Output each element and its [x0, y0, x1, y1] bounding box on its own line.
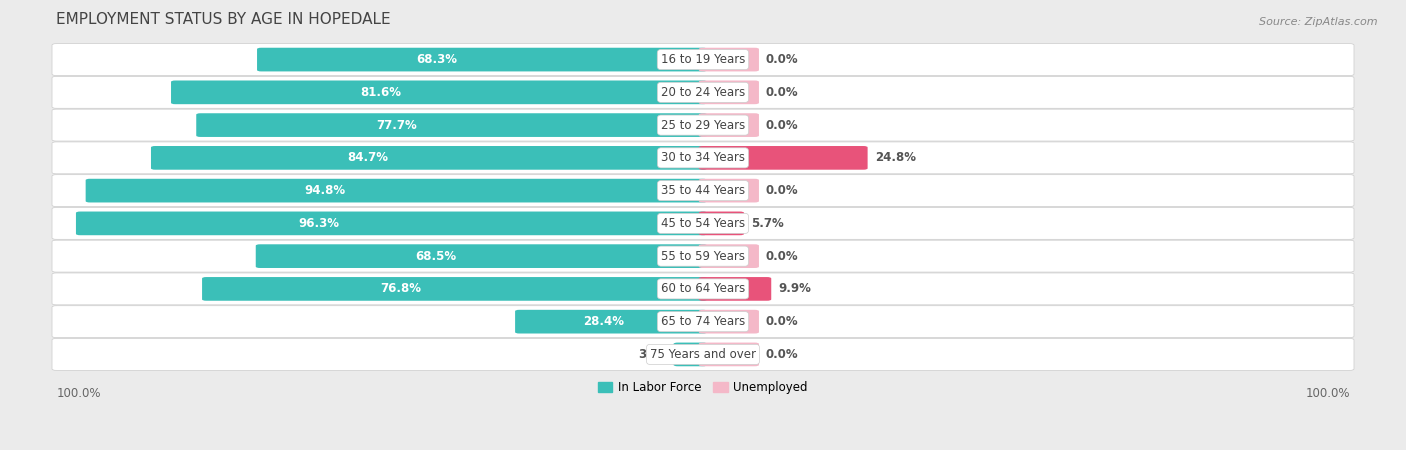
FancyBboxPatch shape: [52, 273, 1354, 305]
Text: 28.4%: 28.4%: [583, 315, 624, 328]
FancyBboxPatch shape: [52, 207, 1354, 239]
Text: 5.7%: 5.7%: [751, 217, 785, 230]
Text: 3.9%: 3.9%: [638, 348, 671, 361]
Text: 0.0%: 0.0%: [766, 53, 799, 66]
Text: 68.3%: 68.3%: [416, 53, 457, 66]
FancyBboxPatch shape: [699, 48, 759, 72]
FancyBboxPatch shape: [699, 244, 759, 268]
Text: 35 to 44 Years: 35 to 44 Years: [661, 184, 745, 197]
Text: 45 to 54 Years: 45 to 54 Years: [661, 217, 745, 230]
FancyBboxPatch shape: [699, 81, 759, 104]
FancyBboxPatch shape: [699, 212, 744, 235]
Text: 75 Years and over: 75 Years and over: [650, 348, 756, 361]
Text: 0.0%: 0.0%: [766, 119, 799, 131]
FancyBboxPatch shape: [699, 277, 772, 301]
Text: 9.9%: 9.9%: [779, 283, 811, 295]
FancyBboxPatch shape: [150, 146, 707, 170]
Text: 25 to 29 Years: 25 to 29 Years: [661, 119, 745, 131]
FancyBboxPatch shape: [673, 342, 707, 366]
FancyBboxPatch shape: [52, 109, 1354, 141]
FancyBboxPatch shape: [52, 44, 1354, 76]
Text: 24.8%: 24.8%: [875, 151, 915, 164]
FancyBboxPatch shape: [699, 342, 759, 366]
Text: Source: ZipAtlas.com: Source: ZipAtlas.com: [1260, 17, 1378, 27]
Text: 0.0%: 0.0%: [766, 250, 799, 263]
Text: 0.0%: 0.0%: [766, 86, 799, 99]
Text: 77.7%: 77.7%: [377, 119, 418, 131]
Text: 0.0%: 0.0%: [766, 348, 799, 361]
Text: 68.5%: 68.5%: [415, 250, 456, 263]
FancyBboxPatch shape: [699, 113, 759, 137]
FancyBboxPatch shape: [76, 212, 707, 235]
Text: EMPLOYMENT STATUS BY AGE IN HOPEDALE: EMPLOYMENT STATUS BY AGE IN HOPEDALE: [56, 12, 391, 27]
FancyBboxPatch shape: [52, 338, 1354, 370]
FancyBboxPatch shape: [86, 179, 707, 202]
Text: 30 to 34 Years: 30 to 34 Years: [661, 151, 745, 164]
Text: 94.8%: 94.8%: [305, 184, 346, 197]
FancyBboxPatch shape: [52, 76, 1354, 108]
FancyBboxPatch shape: [52, 306, 1354, 338]
FancyBboxPatch shape: [257, 48, 707, 72]
Text: 55 to 59 Years: 55 to 59 Years: [661, 250, 745, 263]
Text: 16 to 19 Years: 16 to 19 Years: [661, 53, 745, 66]
FancyBboxPatch shape: [52, 175, 1354, 207]
FancyBboxPatch shape: [515, 310, 707, 333]
FancyBboxPatch shape: [256, 244, 707, 268]
FancyBboxPatch shape: [52, 142, 1354, 174]
Text: 100.0%: 100.0%: [56, 387, 101, 400]
FancyBboxPatch shape: [699, 146, 868, 170]
Text: 0.0%: 0.0%: [766, 184, 799, 197]
Legend: In Labor Force, Unemployed: In Labor Force, Unemployed: [593, 377, 813, 399]
FancyBboxPatch shape: [52, 240, 1354, 272]
Text: 96.3%: 96.3%: [298, 217, 339, 230]
Text: 65 to 74 Years: 65 to 74 Years: [661, 315, 745, 328]
FancyBboxPatch shape: [172, 81, 707, 104]
FancyBboxPatch shape: [699, 179, 759, 202]
Text: 81.6%: 81.6%: [360, 86, 401, 99]
Text: 20 to 24 Years: 20 to 24 Years: [661, 86, 745, 99]
Text: 0.0%: 0.0%: [766, 315, 799, 328]
FancyBboxPatch shape: [202, 277, 707, 301]
FancyBboxPatch shape: [197, 113, 707, 137]
Text: 60 to 64 Years: 60 to 64 Years: [661, 283, 745, 295]
Text: 84.7%: 84.7%: [347, 151, 388, 164]
FancyBboxPatch shape: [699, 310, 759, 333]
Text: 76.8%: 76.8%: [380, 283, 422, 295]
Text: 100.0%: 100.0%: [1305, 387, 1350, 400]
